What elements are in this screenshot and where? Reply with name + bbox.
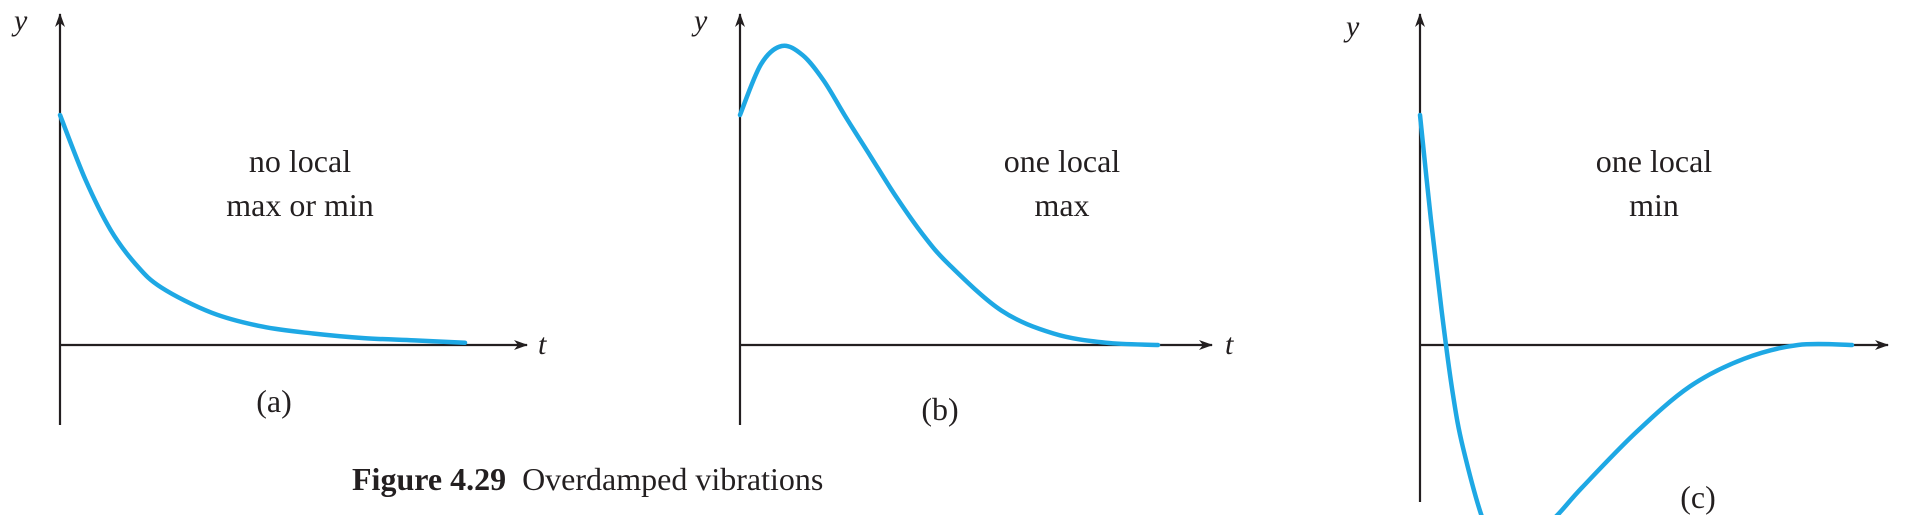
panel-b-annotation-line2: max [1034,187,1089,223]
figure-caption-text: Overdamped vibrations [522,461,823,497]
panel-b: y t one local max (b) [691,4,1234,427]
panel-c-annotation-line1: one local [1596,143,1713,179]
panel-c-label: (c) [1680,479,1716,515]
panel-a-annotation-line1: no local [249,143,351,179]
panel-a-xlabel: t [538,328,547,361]
panel-c: y one local min (c) [1343,10,1889,515]
panel-a-ylabel: y [11,4,28,37]
panel-b-ylabel: y [691,4,708,37]
panel-c-annotation-line2: min [1629,187,1679,223]
panel-c-series-line [1417,112,1855,515]
panel-b-label: (b) [921,391,958,427]
figure-caption: Figure 4.29 Overdamped vibrations [352,461,823,497]
panel-a: y t no local max or min (a) [11,4,547,425]
panel-b-annotation-line1: one local [1004,143,1121,179]
panel-a-annotation-line2: max or min [226,187,374,223]
panel-a-series-line [57,112,468,345]
figure-caption-number: Figure 4.29 [352,461,506,497]
panel-b-xlabel: t [1225,328,1234,361]
panel-c-ylabel: y [1343,10,1360,43]
panel-b-series-line [737,43,1161,348]
panel-a-label: (a) [256,383,292,419]
